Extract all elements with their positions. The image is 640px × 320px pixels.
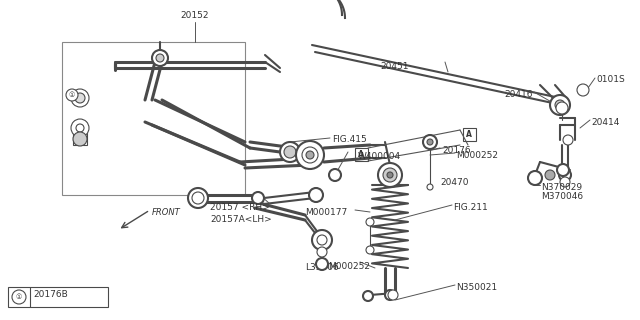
Circle shape bbox=[557, 164, 569, 176]
Text: 20157 <RH>: 20157 <RH> bbox=[210, 203, 269, 212]
Text: 20176B: 20176B bbox=[33, 290, 68, 299]
Bar bbox=[62, 42, 245, 195]
Bar bbox=[355, 148, 368, 161]
Text: FRONT: FRONT bbox=[152, 207, 180, 217]
Text: M000252: M000252 bbox=[328, 262, 370, 271]
Bar bbox=[463, 128, 476, 141]
Circle shape bbox=[563, 135, 573, 145]
Circle shape bbox=[388, 290, 398, 300]
Circle shape bbox=[302, 147, 318, 163]
Circle shape bbox=[71, 89, 89, 107]
Circle shape bbox=[66, 89, 78, 101]
Circle shape bbox=[556, 102, 568, 114]
Circle shape bbox=[71, 119, 89, 137]
Circle shape bbox=[423, 135, 437, 149]
Circle shape bbox=[280, 142, 300, 162]
Circle shape bbox=[296, 141, 324, 169]
Circle shape bbox=[306, 151, 314, 159]
Text: N370029: N370029 bbox=[541, 183, 582, 192]
Circle shape bbox=[387, 172, 393, 178]
Text: 20152: 20152 bbox=[180, 11, 209, 20]
Circle shape bbox=[577, 84, 589, 96]
Circle shape bbox=[284, 146, 296, 158]
Circle shape bbox=[188, 188, 208, 208]
Text: M370046: M370046 bbox=[541, 192, 583, 201]
Text: A: A bbox=[358, 149, 364, 158]
Circle shape bbox=[550, 95, 570, 115]
Circle shape bbox=[560, 177, 570, 187]
Text: FIG.415: FIG.415 bbox=[332, 135, 367, 144]
Circle shape bbox=[385, 290, 395, 300]
Circle shape bbox=[156, 54, 164, 62]
Text: M000177: M000177 bbox=[305, 208, 348, 217]
Circle shape bbox=[75, 93, 85, 103]
Circle shape bbox=[316, 258, 328, 270]
Circle shape bbox=[559, 169, 571, 181]
Circle shape bbox=[366, 218, 374, 226]
Circle shape bbox=[312, 230, 332, 250]
Bar bbox=[8, 287, 108, 307]
Circle shape bbox=[427, 139, 433, 145]
Text: 0101S: 0101S bbox=[596, 75, 625, 84]
Text: L33506: L33506 bbox=[305, 263, 339, 272]
Text: M000252: M000252 bbox=[456, 151, 498, 160]
Text: A: A bbox=[466, 130, 472, 139]
Circle shape bbox=[309, 188, 323, 202]
Text: 20451: 20451 bbox=[380, 62, 408, 71]
Text: N350021: N350021 bbox=[456, 283, 497, 292]
Text: ①: ① bbox=[16, 294, 22, 300]
Circle shape bbox=[152, 50, 168, 66]
Circle shape bbox=[192, 192, 204, 204]
Circle shape bbox=[363, 291, 373, 301]
Circle shape bbox=[555, 100, 565, 110]
Circle shape bbox=[252, 192, 264, 204]
Text: FIG.211: FIG.211 bbox=[453, 203, 488, 212]
Text: W400004: W400004 bbox=[358, 152, 401, 161]
Text: ①: ① bbox=[69, 92, 75, 98]
Circle shape bbox=[76, 124, 84, 132]
Text: 20414: 20414 bbox=[591, 118, 620, 127]
Text: 20470: 20470 bbox=[440, 178, 468, 187]
Circle shape bbox=[528, 171, 542, 185]
Text: 20157A<LH>: 20157A<LH> bbox=[210, 215, 272, 224]
Circle shape bbox=[317, 235, 327, 245]
Circle shape bbox=[383, 168, 397, 182]
Bar bbox=[73, 133, 87, 145]
Circle shape bbox=[545, 170, 555, 180]
Circle shape bbox=[329, 169, 341, 181]
Text: 20416: 20416 bbox=[504, 90, 533, 99]
Circle shape bbox=[73, 132, 87, 146]
Circle shape bbox=[378, 163, 402, 187]
Circle shape bbox=[427, 184, 433, 190]
Circle shape bbox=[317, 247, 327, 257]
Circle shape bbox=[366, 246, 374, 254]
Circle shape bbox=[12, 290, 26, 304]
Text: 20176: 20176 bbox=[442, 146, 470, 155]
